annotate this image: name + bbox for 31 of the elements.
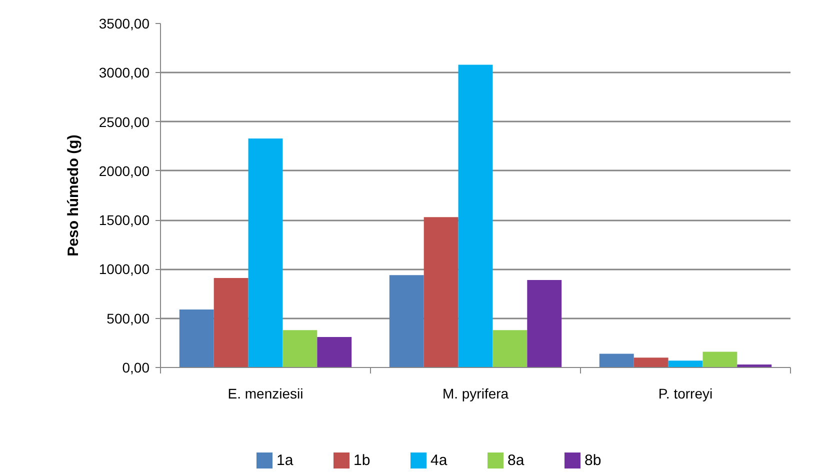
y-tick-label: 0,00 xyxy=(122,360,150,376)
bar xyxy=(424,217,458,368)
bar xyxy=(389,275,424,368)
bar xyxy=(634,358,668,368)
bar xyxy=(248,138,283,368)
bar xyxy=(179,310,214,368)
bar xyxy=(317,337,352,368)
legend-label: 4a xyxy=(430,452,448,469)
bar xyxy=(492,330,528,368)
bar xyxy=(458,64,493,368)
bar xyxy=(282,330,318,368)
bar xyxy=(668,360,703,368)
y-tick-label: 1500,00 xyxy=(98,212,150,228)
y-tick-label: 3000,00 xyxy=(98,64,150,81)
y-tick-label: 1000,00 xyxy=(98,261,150,278)
bar xyxy=(599,354,634,368)
y-tick-label: 2000,00 xyxy=(98,162,150,179)
y-tick-label: 500,00 xyxy=(106,310,150,326)
legend-label: 8a xyxy=(508,452,525,469)
bar xyxy=(527,280,562,368)
y-tick-label: 3500,00 xyxy=(98,16,150,32)
legend-label: 1a xyxy=(276,452,294,469)
y-axis-title: Peso húmedo (g) xyxy=(64,134,82,256)
bar xyxy=(702,352,738,368)
bar xyxy=(214,278,248,368)
legend-label: 1b xyxy=(354,452,370,469)
legend-label: 8b xyxy=(584,452,602,469)
x-tick-label: M. pyrifera xyxy=(442,386,509,402)
x-tick-label: P. torreyi xyxy=(658,386,713,402)
y-tick-label: 2500,00 xyxy=(98,114,150,130)
x-tick-label: E. menziesii xyxy=(228,386,304,402)
